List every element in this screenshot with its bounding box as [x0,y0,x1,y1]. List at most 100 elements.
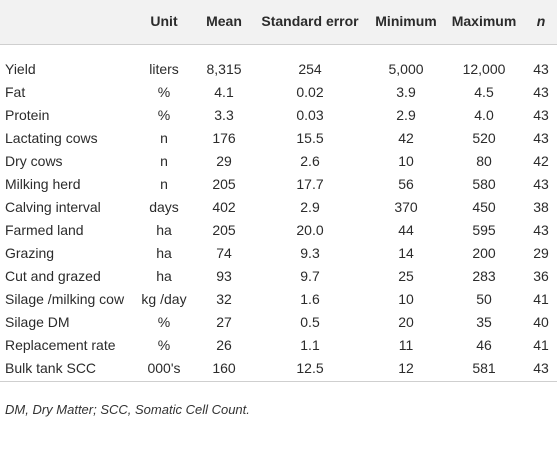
table-cell: 4.1 [214,84,234,100]
table-cell: 12.5 [296,360,324,376]
table-cell: % [157,337,171,353]
table-cell: 41 [533,291,549,307]
table-cell: 50 [476,291,492,307]
table-cell: ha [156,222,172,238]
table-cell: 17.7 [296,176,324,192]
table-cell: 2.9 [396,107,416,123]
table-cell: 8,315 [206,61,242,77]
table-cell: 43 [533,61,549,77]
table-cell: n [160,130,168,146]
table-cell: 12 [398,360,414,376]
footnote: DM, Dry Matter; SCC, Somatic Cell Count. [5,402,250,417]
table-cell: 42 [398,130,414,146]
row-label: Lactating cows [5,130,98,146]
table-cell: 176 [212,130,236,146]
column-header: Mean [206,13,242,29]
row-label: Silage DM [5,314,70,330]
table-cell: 35 [476,314,492,330]
row-label: Yield [5,61,36,77]
table-cell: 14 [398,245,414,261]
table-cell: 41 [533,337,549,353]
table-cell: ha [156,245,172,261]
table-cell: 581 [472,360,496,376]
column-header: Standard error [261,13,359,29]
table-cell: 43 [533,107,549,123]
table-cell: 1.1 [300,337,320,353]
table-cell: 26 [216,337,232,353]
table-cell: 12,000 [462,61,506,77]
row-label: Silage /milking cow [5,291,125,307]
column-header: n [536,13,546,29]
table-cell: 11 [398,337,414,353]
table-cell: 370 [394,199,418,215]
row-label: Bulk tank SCC [5,360,97,376]
table-cell: 580 [472,176,496,192]
table-cell: 32 [216,291,232,307]
table-cell: 38 [533,199,549,215]
row-label: Grazing [5,245,55,261]
table-cell: 15.5 [296,130,324,146]
table-cell: 56 [398,176,414,192]
row-label: Protein [5,107,50,123]
table-cell: 520 [472,130,496,146]
table-cell: 20.0 [296,222,324,238]
table-cell: ha [156,268,172,284]
row-label: Milking herd [5,176,81,192]
header-rule [0,44,557,45]
table-cell: 3.9 [396,84,416,100]
table-cell: 402 [212,199,236,215]
table-cell: 10 [398,153,414,169]
row-label: Cut and grazed [5,268,101,284]
table-cell: 0.02 [296,84,324,100]
table-cell: 160 [212,360,236,376]
table-cell: % [157,84,171,100]
table-cell: 42 [533,153,549,169]
table-cell: 2.6 [300,153,320,169]
table-cell: 80 [476,153,492,169]
table-cell: 205 [212,222,236,238]
table-cell: 46 [476,337,492,353]
table-cell: liters [149,61,179,77]
row-label: Farmed land [5,222,84,238]
table-cell: 27 [216,314,232,330]
table-cell: 44 [398,222,414,238]
table-cell: 5,000 [388,61,424,77]
table-cell: 93 [216,268,232,284]
table-cell: 36 [533,268,549,284]
table-cell: 43 [533,360,549,376]
row-label: Calving interval [5,199,101,215]
table-cell: 0.03 [296,107,324,123]
table-cell: 595 [472,222,496,238]
table-cell: 74 [216,245,232,261]
row-label: Fat [5,84,26,100]
table-cell: n [160,176,168,192]
table-cell: 9.7 [300,268,320,284]
table-cell: 4.0 [474,107,494,123]
table-cell: % [157,107,171,123]
table-cell: 000's [147,360,181,376]
table-cell: 40 [533,314,549,330]
table-cell: 2.9 [300,199,320,215]
table-cell: kg /day [141,291,187,307]
table-cell: 1.6 [300,291,320,307]
table-cell: n [160,153,168,169]
table-cell: 43 [533,84,549,100]
row-label: Dry cows [5,153,63,169]
table-cell: 43 [533,222,549,238]
header-background [0,0,557,44]
table-cell: 43 [533,176,549,192]
table-cell: 254 [298,61,322,77]
table-cell: 200 [472,245,496,261]
table-cell: 3.3 [214,107,234,123]
table-cell: 450 [472,199,496,215]
table-cell: 25 [398,268,414,284]
table-cell: 43 [533,130,549,146]
column-header: Minimum [375,13,437,29]
table-cell: 205 [212,176,236,192]
column-header: Unit [150,13,178,29]
table-cell: 0.5 [300,314,320,330]
table-cell: 10 [398,291,414,307]
table-cell: % [157,314,171,330]
table-cell: days [149,199,179,215]
